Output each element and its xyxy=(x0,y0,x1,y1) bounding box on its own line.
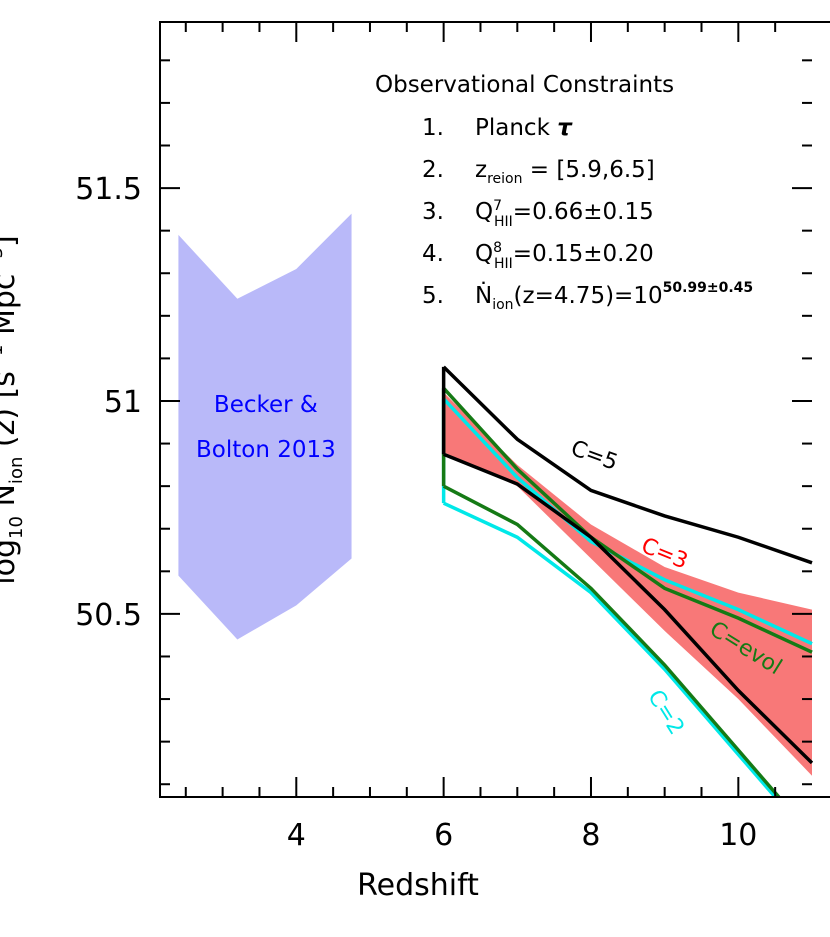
item-sub: ion xyxy=(492,297,513,313)
x-tick-label: 4 xyxy=(287,818,306,853)
y-axis-label: log10 Nion (z) [s−1 Mpc−3] xyxy=(0,235,27,584)
item-sub: reion xyxy=(487,171,522,187)
item-number: 1. xyxy=(422,115,444,141)
item-part: = [5.9,6.5] xyxy=(522,157,654,183)
item-number: 2. xyxy=(422,157,444,183)
y-label-sup: −3 xyxy=(0,247,7,274)
item-sup: 8 xyxy=(493,240,502,256)
bound-line xyxy=(442,387,813,654)
series-label: C=2 xyxy=(642,686,689,740)
y-label-part: log xyxy=(0,539,22,585)
item-number: 3. xyxy=(422,199,444,225)
band xyxy=(178,213,352,640)
series-line xyxy=(442,365,813,565)
item-part: =0.66±0.15 xyxy=(513,199,654,225)
item-sub: HII xyxy=(494,256,513,272)
x-tick-label: 8 xyxy=(581,818,600,853)
constraints: Observational Constraints 1. Planck τ 2.… xyxy=(375,72,753,313)
item-sup: 7 xyxy=(493,198,502,214)
item-text: Q7 HII=0.66±0.15 xyxy=(475,198,654,230)
bound-line xyxy=(442,484,782,797)
band-label: Bolton 2013 xyxy=(196,437,336,463)
y-label-part: (z) [s xyxy=(0,371,22,457)
y-label-sub: ion xyxy=(6,457,27,484)
item-part: Ṅ xyxy=(475,281,492,309)
plot-area xyxy=(178,213,813,797)
y-label-part: N xyxy=(0,484,22,516)
item-text: zreion = [5.9,6.5] xyxy=(475,157,655,187)
constraints-title: Observational Constraints xyxy=(375,72,674,98)
item-part: z xyxy=(475,157,487,183)
series-label: C=5 xyxy=(567,436,620,476)
item-text: Planck τ xyxy=(475,115,573,141)
x-tick-label: 10 xyxy=(719,818,757,853)
x-tick-label: 6 xyxy=(434,818,453,853)
item-part: τ xyxy=(557,115,573,141)
item-text: Q8 HII=0.15±0.20 xyxy=(475,240,654,272)
item-number: 5. xyxy=(422,283,444,309)
item-sup: 50.99±0.45 xyxy=(663,280,754,296)
y-label-sup: −1 xyxy=(0,345,7,372)
axes-frame xyxy=(159,21,830,798)
item-part: =0.15±0.20 xyxy=(513,241,654,267)
y-label-part: ] xyxy=(0,235,22,247)
item-part: Q xyxy=(475,199,493,225)
y-label-part: Mpc xyxy=(0,274,22,345)
bound-line xyxy=(442,501,778,797)
item-sub: HII xyxy=(494,214,513,230)
y-tick-label: 50.5 xyxy=(75,598,142,633)
y-tick-label: 51 xyxy=(104,385,142,420)
item-part: (z=4.75)=10 xyxy=(514,283,663,309)
item-part: Q xyxy=(475,241,493,267)
item-text: Ṅion(z=4.75)=1050.99±0.45 xyxy=(475,280,753,313)
item-number: 4. xyxy=(422,241,444,267)
y-tick-label: 51.5 xyxy=(75,172,142,207)
band-label: Becker & xyxy=(214,392,318,418)
series-line xyxy=(442,452,813,765)
ticks: 4 6 8 10 50.5 51 51.5 xyxy=(75,22,812,853)
y-label-sub: 10 xyxy=(6,516,27,539)
x-axis-label: Redshift xyxy=(357,868,479,903)
item-part: Planck xyxy=(475,115,557,141)
